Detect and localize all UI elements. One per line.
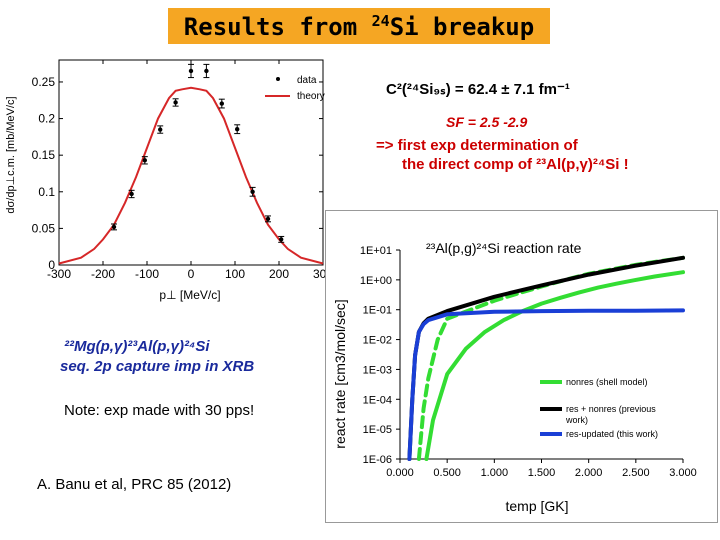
x-tick-label: -300: [47, 267, 71, 281]
y-tick-label: 0: [48, 258, 55, 272]
reaction-sequence: ²²Mg(p,γ)²³Al(p,γ)²⁴Si: [64, 338, 210, 355]
first-exp-line2: the direct comp of ²³Al(p,γ)²⁴Si !: [402, 156, 629, 173]
title-text-post: Si breakup: [389, 12, 535, 41]
x-tick-label: 100: [225, 267, 245, 281]
data-point: [142, 158, 147, 163]
y-tick-label: 1E-06: [363, 454, 392, 466]
c2-result: C²(²⁴Si₉ₛ) = 62.4 ± 7.1 fm⁻¹: [386, 81, 570, 98]
first-exp-line1: => first exp determination of: [376, 137, 578, 154]
legend-theory-label: theory: [297, 91, 325, 102]
x-tick-label: 2.000: [575, 467, 603, 479]
x-tick-label: 200: [269, 267, 289, 281]
data-point: [111, 224, 117, 230]
x-tick-label: 2.500: [622, 467, 650, 479]
x-tick-label: -100: [135, 267, 159, 281]
title-text-sup: 24: [371, 11, 390, 30]
chart2-ylabel: react rate [cm3/mol/sec]: [332, 299, 348, 448]
xrb-note: seq. 2p capture imp in XRB: [60, 358, 255, 375]
y-tick-label: 0.1: [38, 185, 55, 199]
nonres-curve: [424, 270, 685, 461]
legend-data-label: data: [297, 75, 317, 86]
data-point: [235, 126, 240, 132]
data-point: [279, 237, 284, 242]
x-tick-label: -200: [91, 267, 115, 281]
title-text-pre: Results from: [183, 12, 372, 41]
data-point: [188, 68, 194, 74]
data-point: [173, 100, 178, 105]
x-tick-label: 0.000: [386, 467, 414, 479]
data-point: [129, 191, 134, 197]
legend-label: nonres (shell model): [566, 377, 648, 387]
y-tick-label: 0.25: [32, 75, 56, 89]
y-tick-label: 1E-04: [363, 394, 392, 406]
data-point: [250, 189, 255, 194]
chart1-plot-frame: [58, 59, 324, 266]
momentum-distribution-chart: -300-200-100010020030000.050.10.150.20.2…: [5, 59, 330, 302]
x-tick-label: 1.000: [481, 467, 509, 479]
theory-curve: [58, 86, 324, 265]
chart2-xlabel: temp [GK]: [505, 498, 568, 514]
legend-label: work): [565, 415, 588, 425]
legend-data-marker: [276, 77, 280, 81]
y-tick-label: 1E+00: [360, 275, 392, 287]
y-tick-label: 0.15: [32, 148, 56, 162]
y-tick-label: 1E-03: [363, 364, 392, 376]
exp-note: Note: exp made with 30 pps!: [64, 402, 255, 419]
data-point: [265, 216, 271, 222]
y-tick-label: 1E-05: [363, 424, 392, 436]
legend-label: res + nonres (previous: [566, 404, 656, 414]
reaction-rate-chart: 0.000 0.500 1.000 1.500 2.000 2.500 3.000 1E-06…: [325, 210, 718, 523]
y-tick-label: 0.05: [32, 221, 56, 235]
chart1-xlabel: p⊥ [MeV/c]: [159, 288, 220, 302]
y-tick-label: 1E-02: [363, 335, 392, 347]
chart2-title: ²³Al(p,g)²⁴Si reaction rate: [426, 240, 582, 256]
data-point: [219, 101, 224, 106]
y-tick-label: 1E+01: [360, 245, 392, 257]
chart1-ylabel: dσ/dp⊥c.m. [mb/MeV/c]: [5, 96, 17, 213]
legend-label: res-updated (this work): [566, 429, 658, 439]
y-tick-label: 0.2: [38, 112, 55, 126]
citation: A. Banu et al, PRC 85 (2012): [37, 476, 232, 493]
x-tick-label: 0: [188, 267, 195, 281]
res-updated-curve: [407, 308, 685, 461]
x-tick-label: 3.000: [669, 467, 697, 479]
x-tick-label: 1.500: [528, 467, 556, 479]
y-tick-label: 1E-01: [363, 305, 392, 317]
x-tick-label: 0.500: [433, 467, 461, 479]
sf-result: SF = 2.5 -2.9: [446, 114, 528, 130]
data-point: [204, 68, 209, 74]
data-point: [158, 127, 163, 132]
slide-title: Results from 24Si breakup: [168, 8, 550, 44]
